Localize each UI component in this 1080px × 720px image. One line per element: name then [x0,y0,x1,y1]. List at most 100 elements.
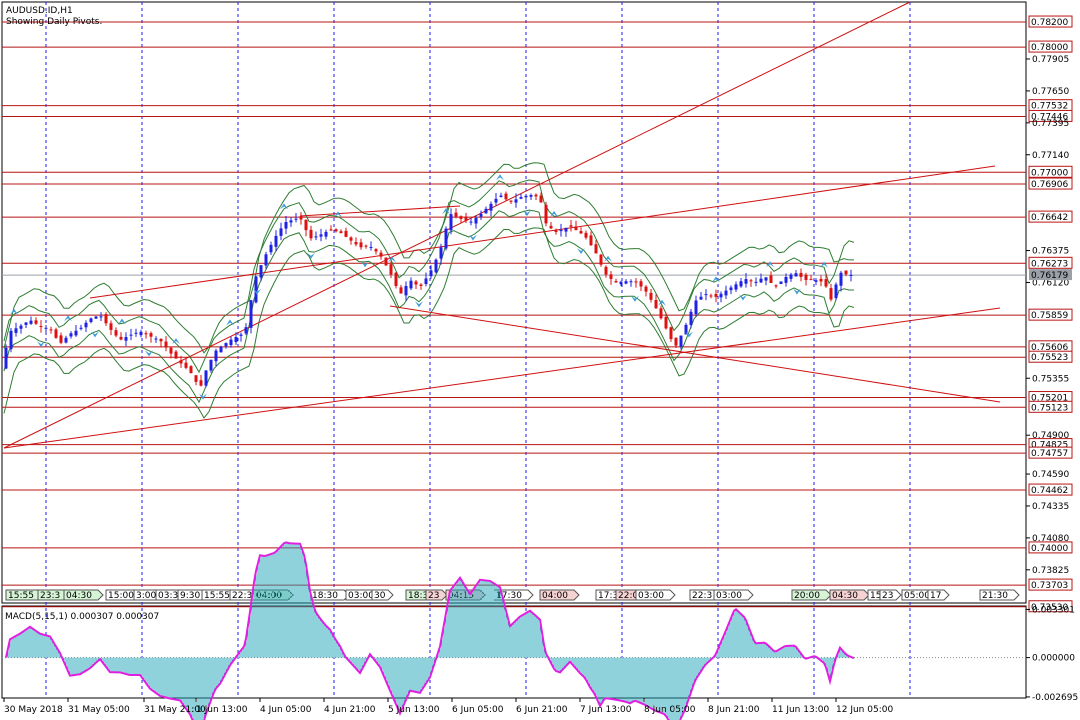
candle-body-18 [94,316,98,319]
pivot-marker-label-22: 03:00 [716,591,742,601]
candle-body-165 [829,288,833,300]
pivot-marker-box-29 [979,589,1020,601]
fractal-arrow-8 [226,319,234,326]
candle-body-3 [19,325,23,329]
candle-body-123 [619,281,623,285]
bollinger-line-0 [3,179,854,374]
price-tick-label-2: 0.77395 [1032,119,1069,129]
candle-body-153 [769,275,773,283]
trendline-2 [89,165,996,299]
price-tick-label-5: 0.76120 [1032,278,1069,288]
candle-body-88 [444,228,448,249]
fractal-arrow-25 [685,331,693,338]
price-tick-label-1: 0.77650 [1032,87,1069,97]
candle-body-43 [219,346,223,353]
candle-body-15 [79,327,83,329]
candle-body-126 [634,281,638,283]
candle-body-150 [754,281,758,283]
price-tick-label-11: 0.73825 [1032,566,1069,576]
candle-body-143 [719,293,723,298]
candle-body-73 [369,247,373,249]
macd-tick-label-1: 0.000000 [1032,654,1075,664]
level-label-3: 0.77446 [1031,112,1068,122]
candle-body-24 [124,337,128,341]
candle-body-155 [779,281,783,284]
bollinger-line-1 [3,209,854,404]
level-label-box-15 [1028,483,1073,496]
candle-body-167 [839,272,843,286]
candle-body-44 [224,343,228,347]
candle-body-92 [464,216,468,221]
fractal-arrow-26 [712,276,720,283]
level-label-box-17 [1028,578,1073,591]
candle-body-7 [39,326,43,328]
level-label-16: 0.74000 [1031,544,1068,554]
level-label-6: 0.76642 [1031,213,1068,223]
candle-body-138 [694,300,698,315]
level-label-box-0 [1028,15,1073,28]
candle-body-79 [399,287,403,294]
candle-body-95 [479,213,483,217]
price-tick-label-6: 0.75355 [1032,374,1069,384]
pivot-marker-label-24: 04:30 [832,591,858,601]
pivot-marker-box-23 [791,589,832,601]
candle-body-57 [289,220,293,223]
pivot-marker-label-7: 15:55 [204,591,230,601]
macd-signal-line [5,541,855,720]
level-label-1: 0.78000 [1031,43,1068,53]
fractal-arrow-10 [280,203,288,210]
fractal-arrow-12 [334,211,342,218]
candle-body-21 [109,323,113,330]
pivot-marker-label-14: 23 [428,591,439,601]
pivot-marker-label-3: 15:00 [108,591,134,601]
fractal-arrow-29 [793,288,801,295]
vertical-grid [45,2,911,698]
fractal-arrow-6 [172,338,180,345]
candle-body-147 [739,281,743,287]
candle-body-99 [499,195,503,198]
level-label-0: 0.78200 [1031,18,1068,28]
candle-body-117 [589,235,593,246]
time-label-2: 31 May 21:00 [144,705,206,715]
candle-body-12 [64,337,68,343]
candle-body-125 [629,281,633,283]
level-label-box-16 [1028,541,1073,554]
candle-body-102 [514,199,518,203]
trendline-1 [3,307,1001,449]
pivot-marker-label-19: 22:0 [618,591,638,601]
candle-body-164 [824,279,828,287]
candle-body-166 [834,284,838,299]
level-label-box-4 [1028,165,1073,178]
pivot-marker-label-18: 17:3 [598,591,618,601]
candle-body-84 [424,278,428,285]
candle-body-42 [214,350,218,362]
level-label-box-7 [1028,256,1073,269]
candle-body-6 [34,320,38,324]
level-label-4: 0.77000 [1031,168,1068,178]
candle-body-34 [174,351,178,359]
candle-body-40 [204,370,208,386]
candle-body-41 [209,359,213,371]
candle-body-93 [469,221,473,223]
pivot-marker-box-20 [635,589,676,601]
candle-body-148 [744,279,748,284]
candle-body-47 [239,334,243,336]
fractal-arrow-13 [361,261,369,268]
candle-body-85 [429,270,433,277]
candle-body-135 [679,335,683,347]
candle-body-134 [674,337,678,346]
level-label-box-10 [1028,350,1073,363]
time-label-0: 30 May 2018 [4,705,63,715]
candle-body-63 [319,234,323,237]
candle-body-160 [804,274,808,280]
candle-body-45 [229,339,233,346]
time-label-5: 4 Jun 21:00 [324,705,376,715]
candle-body-109 [549,225,553,229]
current-price-box [1029,269,1072,281]
candle-body-169 [849,274,853,276]
fractal-arrow-22 [604,255,612,262]
pivot-marker-box-17 [539,589,580,601]
bollinger-line-2 [3,162,855,354]
fractal-arrow-18 [496,174,504,181]
